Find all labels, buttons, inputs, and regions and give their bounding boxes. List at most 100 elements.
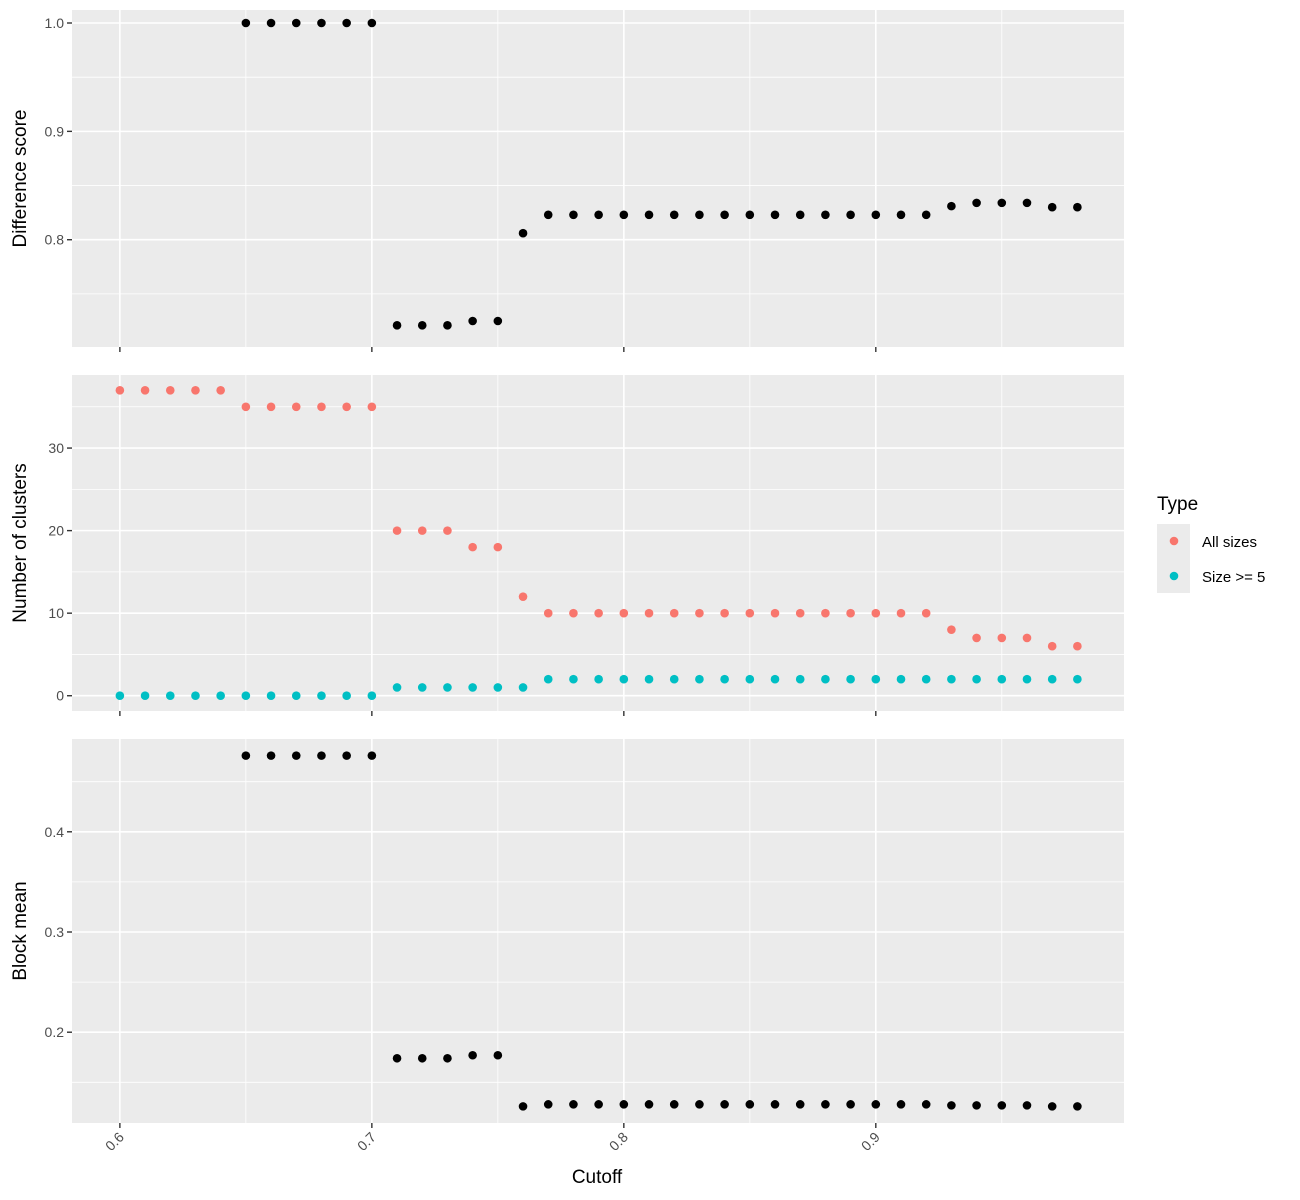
data-point [947,625,956,634]
data-point [644,674,654,684]
data-point [997,198,1007,208]
data-point [165,385,175,395]
data-point [241,751,251,760]
data-point [569,674,578,684]
legend-key-all-sizes: All sizes [1157,524,1257,558]
data-point [720,1100,729,1109]
data-point [669,608,679,618]
data-point [317,751,326,760]
data-point [518,683,528,692]
data-point [216,691,225,701]
chart-panels: 0.8 0.9 1.0 Difference score 0 10 20 30 Number o… [10,10,1124,1154]
data-point [695,210,704,220]
data-point [468,316,477,326]
data-point [518,228,528,238]
data-point [392,321,402,330]
data-point [493,316,503,326]
data-point [619,210,629,220]
data-point [140,691,150,701]
data-point [266,18,276,28]
data-point [619,1100,629,1109]
data-point [266,691,276,701]
data-point [795,674,805,684]
data-point [921,1100,931,1109]
data-point [1047,674,1057,684]
panel-background [72,375,1124,711]
legend-title: Type [1157,494,1198,515]
legend-label-size-ge-5: Size >= 5 [1202,569,1265,586]
data-point [115,691,125,701]
data-point [896,1100,906,1109]
data-point [569,210,578,220]
data-point [392,683,402,692]
data-point [972,1101,981,1110]
data-point [846,1100,855,1109]
data-point [846,674,855,684]
data-point [1022,1101,1032,1110]
data-point [972,198,981,208]
data-point [493,683,503,692]
data-point [140,385,150,395]
data-point [543,608,553,618]
panel-background [72,10,1124,347]
data-point [392,526,402,535]
data-point [770,674,780,684]
data-point [720,608,729,618]
y-axis-title: Block mean [10,881,31,980]
data-point [317,18,326,28]
data-point [594,608,603,618]
data-point [695,674,704,684]
y-tick-label: 0.9 [45,123,65,139]
y-tick-label: 10 [48,605,64,621]
data-point [342,18,351,28]
data-point [619,608,629,618]
y-tick-label: 0.3 [45,924,65,940]
legend-key-dot [1169,536,1179,546]
data-point [1022,674,1032,684]
data-point [1073,202,1082,212]
data-point [644,608,654,618]
data-point [342,751,351,760]
data-point [770,210,780,220]
y-tick-label: 1.0 [45,15,65,31]
data-point [997,1101,1007,1110]
data-point [1047,202,1057,212]
data-point [191,691,200,701]
data-point [417,1053,427,1063]
data-point [367,751,377,760]
panel-1: 0.8 0.9 1.0 Difference score [10,10,1124,352]
data-point [997,633,1007,643]
data-point [291,691,301,701]
panel-3: 0.2 0.3 0.4 Block mean [10,739,1124,1128]
data-point [317,691,326,701]
series-1 [241,18,1082,330]
data-point [594,674,603,684]
data-point [241,18,251,28]
data-point [644,1100,654,1109]
series-1 [241,751,1082,1111]
data-point [518,592,528,601]
data-point [342,691,351,701]
data-point [871,210,881,220]
data-point [493,542,503,552]
data-point [392,1053,402,1063]
data-point [443,526,452,535]
legend: Type All sizes Size >= 5 [1157,494,1265,593]
data-point [695,608,704,618]
data-point [896,210,906,220]
y-axis-title: Number of clusters [10,463,31,622]
data-point [720,210,729,220]
data-point [846,608,855,618]
data-point [669,1100,679,1109]
data-point [871,674,881,684]
panel-background [72,739,1124,1123]
data-point [821,608,830,618]
data-point [115,385,125,395]
y-axis-title: Difference score [10,110,31,248]
data-point [795,1100,805,1109]
data-point [896,608,906,618]
data-point [669,210,679,220]
data-point [846,210,855,220]
y-tick-label: 20 [48,523,64,539]
